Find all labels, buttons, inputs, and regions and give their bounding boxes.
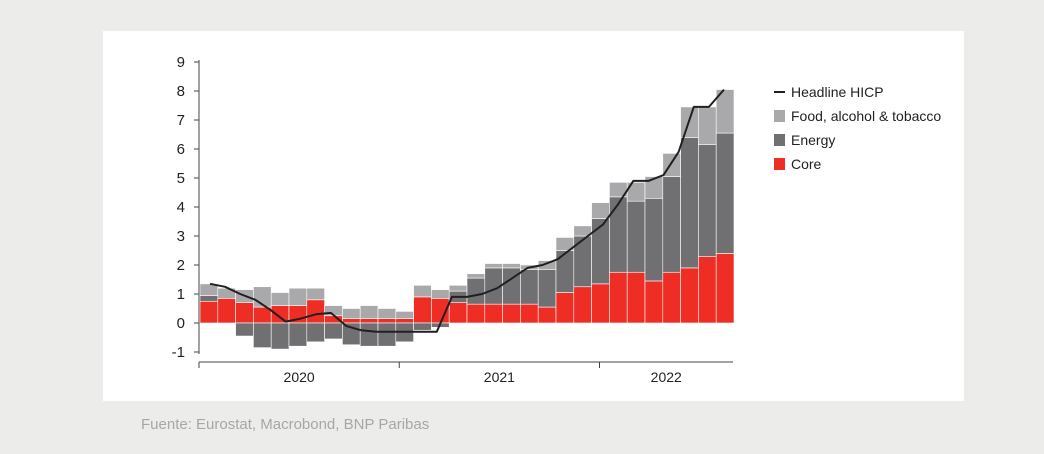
y-tick-label-6: 6 xyxy=(177,141,185,158)
line-layer xyxy=(209,88,725,333)
bar-core-2022-02 xyxy=(644,280,664,324)
bar-energy-2022-03 xyxy=(662,176,681,273)
y-tick-label-9: 9 xyxy=(177,54,185,71)
bar-food-2020-05 xyxy=(270,292,290,306)
bar-energy-2020-11 xyxy=(377,322,397,347)
bar-core-2020-09 xyxy=(342,318,361,324)
bar-food-2020-07 xyxy=(306,287,325,301)
bar-food-2021-03 xyxy=(448,285,468,292)
bar-energy-2022-06 xyxy=(715,132,735,254)
bar-layer xyxy=(199,89,735,350)
bar-core-2022-03 xyxy=(662,271,681,324)
bar-core-2020-10 xyxy=(359,318,379,324)
bar-energy-2021-01 xyxy=(413,322,432,331)
source-note: Fuente: Eurostat, Macrobond, BNP Paribas xyxy=(141,416,430,433)
y-tick-label-3: 3 xyxy=(177,228,185,245)
y-tick-label--1: -1 xyxy=(172,344,185,361)
bar-food-2021-05 xyxy=(484,263,503,269)
bar-energy-2020-07 xyxy=(306,322,325,343)
bar-food-2022-06 xyxy=(715,89,735,134)
bar-food-2020-06 xyxy=(288,287,308,306)
y-tick-label-1: 1 xyxy=(177,286,185,303)
bar-core-2020-01 xyxy=(199,300,219,324)
bar-core-2020-11 xyxy=(377,318,397,324)
y-tick-label-7: 7 xyxy=(177,112,185,129)
bar-core-2021-09 xyxy=(555,292,575,324)
bar-energy-2020-04 xyxy=(253,322,272,348)
y-tick-label-5: 5 xyxy=(177,170,185,187)
legend-label-headline-hicp: Headline HICP xyxy=(791,84,884,100)
bar-core-2021-01 xyxy=(413,296,432,324)
bar-food-2021-02 xyxy=(431,289,450,299)
bar-core-2021-08 xyxy=(537,306,557,324)
hicp-contributions-chart: -1 0 1 2 3 4 5 6 7 8 9 2020 2021 2022 Headline HICP Fo… xyxy=(172,54,942,385)
bar-food-2020-09 xyxy=(342,308,361,319)
bar-energy-2022-05 xyxy=(698,144,717,257)
legend-swatch-energy xyxy=(774,134,785,146)
bar-core-2022-05 xyxy=(698,256,717,324)
bar-food-2021-11 xyxy=(591,202,610,219)
x-year-label-2021: 2021 xyxy=(484,369,515,385)
bar-core-2022-06 xyxy=(715,253,735,324)
headline-hicp-line xyxy=(209,88,725,333)
chart-card: -1 0 1 2 3 4 5 6 7 8 9 2020 2021 2022 Headline HICP Fo… xyxy=(103,31,964,401)
bar-core-2022-04 xyxy=(680,267,699,324)
legend-swatch-core xyxy=(774,158,785,170)
bar-core-2020-12 xyxy=(395,318,414,324)
y-tick-label-8: 8 xyxy=(177,83,185,100)
bar-energy-2020-05 xyxy=(270,322,290,350)
bar-core-2021-05 xyxy=(484,303,503,324)
bar-energy-2020-01 xyxy=(199,295,219,302)
bar-energy-2020-08 xyxy=(324,322,343,340)
bar-core-2021-12 xyxy=(609,271,628,324)
bar-core-2020-07 xyxy=(306,299,325,324)
bar-energy-2022-02 xyxy=(644,198,664,282)
bar-energy-2021-07 xyxy=(520,269,539,305)
bar-core-2021-03 xyxy=(448,302,468,324)
bar-energy-2021-11 xyxy=(591,218,610,285)
bar-energy-2021-09 xyxy=(555,250,575,293)
bar-core-2021-10 xyxy=(573,286,592,324)
legend-label-core: Core xyxy=(791,156,822,172)
x-year-label-2020: 2020 xyxy=(284,369,315,385)
bar-core-2020-05 xyxy=(270,305,290,324)
chart-legend: Headline HICP Food, alcohol & tobacco Ener… xyxy=(774,84,941,172)
bar-energy-2020-06 xyxy=(288,322,308,347)
bar-food-2022-05 xyxy=(698,106,717,145)
bar-energy-2021-04 xyxy=(466,277,486,305)
bar-core-2021-07 xyxy=(520,303,539,324)
bar-core-2022-01 xyxy=(626,271,646,324)
bar-core-2021-11 xyxy=(591,283,610,324)
axes-layer: -1 0 1 2 3 4 5 6 7 8 9 2020 2021 2022 xyxy=(172,54,733,385)
bar-energy-2020-10 xyxy=(359,322,379,347)
bar-food-2021-01 xyxy=(413,285,432,298)
bar-energy-2021-08 xyxy=(537,269,557,308)
legend-label-energy: Energy xyxy=(791,132,835,148)
x-year-label-2022: 2022 xyxy=(651,369,682,385)
legend-label-food-alcohol-tobacco: Food, alcohol & tobacco xyxy=(791,108,941,124)
bar-food-2020-12 xyxy=(395,311,414,319)
bar-food-2020-11 xyxy=(377,308,397,319)
bar-energy-2020-03 xyxy=(235,322,254,337)
bar-food-2021-04 xyxy=(466,273,486,279)
legend-swatch-food-alcohol-tobacco xyxy=(774,110,785,122)
y-tick-label-4: 4 xyxy=(177,199,185,216)
y-tick-label-2: 2 xyxy=(177,257,185,274)
bar-energy-2022-01 xyxy=(626,200,646,273)
bar-core-2020-03 xyxy=(235,302,254,324)
bar-food-2020-10 xyxy=(359,305,379,319)
bar-food-2021-06 xyxy=(502,263,521,269)
y-tick-label-0: 0 xyxy=(177,315,185,332)
bar-core-2020-02 xyxy=(217,298,236,324)
bar-energy-2022-04 xyxy=(680,137,699,269)
bar-core-2021-04 xyxy=(466,303,486,324)
bar-energy-2021-12 xyxy=(609,196,628,273)
bar-core-2021-06 xyxy=(502,303,521,324)
